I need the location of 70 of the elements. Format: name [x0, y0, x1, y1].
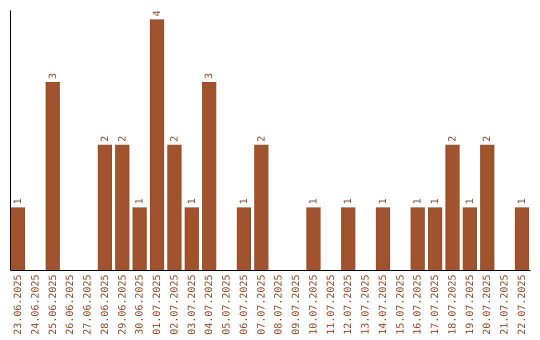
x-tick-label: 29.06.2025: [117, 274, 128, 335]
data-label: 1: [378, 198, 389, 204]
data-label: 1: [430, 198, 442, 204]
x-tick-label: 08.07.2025: [274, 274, 285, 335]
data-label: 2: [447, 136, 458, 142]
x-tick-label: 20.07.2025: [482, 274, 494, 335]
x-tick-label: 23.06.2025: [12, 274, 24, 335]
bar: [115, 144, 130, 270]
x-tick-label: 04.07.2025: [204, 274, 216, 335]
data-label: 2: [100, 136, 111, 142]
data-label: 2: [117, 136, 128, 142]
data-label: 1: [517, 198, 528, 204]
bar: [480, 144, 494, 270]
bar: [428, 207, 442, 270]
x-tick-label: 22.07.2025: [517, 274, 528, 335]
data-label: 4: [152, 10, 164, 16]
bar: [254, 144, 268, 270]
x-tick-label: 03.07.2025: [186, 274, 198, 335]
data-label: 3: [48, 73, 59, 80]
bar: [462, 207, 477, 270]
x-tick-label: 21.07.2025: [500, 274, 511, 335]
bar: [341, 207, 356, 270]
x-tick-label: 28.06.2025: [100, 274, 111, 335]
bar: [150, 19, 164, 270]
bar: [202, 82, 216, 270]
bar: [514, 207, 530, 270]
data-label: 1: [308, 198, 320, 204]
bar: [236, 207, 252, 270]
data-label: 2: [256, 136, 268, 142]
data-label: 1: [464, 198, 476, 204]
data-label: 2: [169, 136, 180, 142]
bar: [306, 207, 321, 270]
x-tick-label: 24.06.2025: [30, 274, 42, 335]
data-label: 1: [343, 198, 354, 204]
x-tick-label: 02.07.2025: [169, 274, 180, 335]
x-tick-label: 06.07.2025: [238, 274, 250, 335]
data-label: 1: [412, 198, 424, 204]
data-label: 1: [238, 198, 250, 204]
x-tick-label: 12.07.2025: [343, 274, 354, 335]
bar: [132, 207, 147, 270]
bar: [376, 207, 390, 270]
x-tick-label: 09.07.2025: [291, 274, 302, 335]
bar: [98, 144, 112, 270]
bar: [184, 207, 199, 270]
x-tick-label: 26.06.2025: [65, 274, 76, 335]
x-tick-label: 01.07.2025: [152, 274, 164, 335]
x-tick-label: 25.06.2025: [48, 274, 59, 335]
x-tick-label: 18.07.2025: [447, 274, 458, 335]
bar: [167, 144, 182, 270]
x-tick-label: 13.07.2025: [360, 274, 372, 335]
bar: [10, 207, 26, 270]
x-tick-label: 16.07.2025: [412, 274, 424, 335]
x-tick-label: 10.07.2025: [308, 274, 320, 335]
x-tick-label: 07.07.2025: [256, 274, 268, 335]
x-tick-label: 15.07.2025: [395, 274, 406, 335]
bar: [410, 207, 425, 270]
bar: [445, 144, 460, 270]
x-tick-label: 14.07.2025: [378, 274, 389, 335]
data-label: 3: [204, 73, 216, 80]
data-label: 1: [134, 198, 146, 204]
x-tick-label: 27.06.2025: [82, 274, 94, 335]
x-tick-label: 30.06.2025: [134, 274, 146, 335]
x-tick-label: 17.07.2025: [430, 274, 442, 335]
x-tick-label: 11.07.2025: [326, 274, 337, 335]
bar: [46, 82, 60, 270]
data-label: 1: [12, 198, 24, 204]
data-label: 1: [186, 198, 198, 204]
data-label: 2: [482, 136, 494, 142]
x-tick-label: 05.07.2025: [222, 274, 233, 335]
x-tick-label: 19.07.2025: [464, 274, 476, 335]
